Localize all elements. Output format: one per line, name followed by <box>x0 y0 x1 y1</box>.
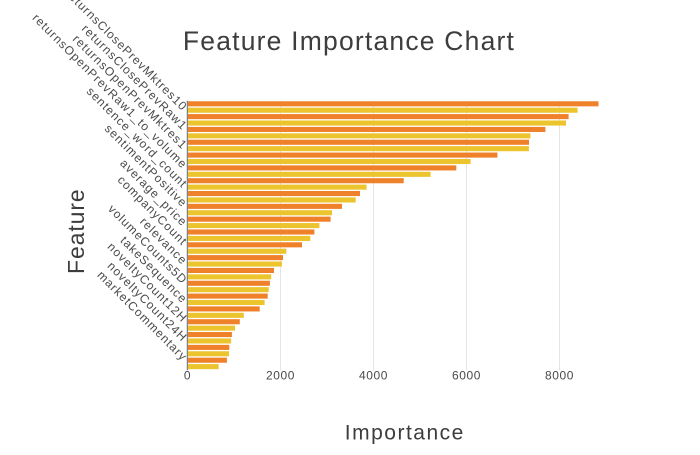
svg-text:0: 0 <box>184 369 191 383</box>
svg-text:Feature Importance Chart: Feature Importance Chart <box>183 26 515 56</box>
svg-text:8000: 8000 <box>545 369 574 383</box>
svg-text:Feature: Feature <box>63 188 89 274</box>
svg-text:4000: 4000 <box>359 369 388 383</box>
svg-text:Importance: Importance <box>345 422 465 445</box>
svg-text:6000: 6000 <box>452 369 481 383</box>
svg-text:2000: 2000 <box>266 369 295 383</box>
